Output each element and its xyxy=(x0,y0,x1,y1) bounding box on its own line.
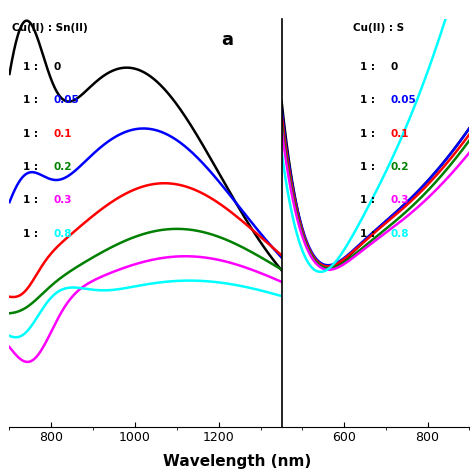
Text: 0.2: 0.2 xyxy=(53,162,72,172)
Text: 0.3: 0.3 xyxy=(391,195,409,205)
Text: a: a xyxy=(222,31,234,49)
Text: 1 :: 1 : xyxy=(23,95,38,105)
Text: Wavelength (nm): Wavelength (nm) xyxy=(163,454,311,469)
Text: 1 :: 1 : xyxy=(23,128,38,138)
Text: 0.1: 0.1 xyxy=(391,128,409,138)
Text: 0.8: 0.8 xyxy=(53,229,72,239)
Text: Cu(II) : S: Cu(II) : S xyxy=(353,23,404,33)
Text: 1 :: 1 : xyxy=(360,195,375,205)
Text: 0.05: 0.05 xyxy=(391,95,416,105)
Text: 0: 0 xyxy=(53,62,60,72)
Text: 1 :: 1 : xyxy=(360,62,375,72)
Text: 0.05: 0.05 xyxy=(53,95,79,105)
Text: Cu(II) : Sn(II): Cu(II) : Sn(II) xyxy=(12,23,88,33)
Text: 1 :: 1 : xyxy=(23,195,38,205)
Text: 1 :: 1 : xyxy=(360,162,375,172)
Text: 0: 0 xyxy=(391,62,398,72)
Text: 1 :: 1 : xyxy=(360,128,375,138)
Text: 0.1: 0.1 xyxy=(53,128,72,138)
Text: 1 :: 1 : xyxy=(360,229,375,239)
Text: 1 :: 1 : xyxy=(23,62,38,72)
Text: 1 :: 1 : xyxy=(23,229,38,239)
Text: 0.2: 0.2 xyxy=(391,162,409,172)
Text: 1 :: 1 : xyxy=(23,162,38,172)
Text: 0.3: 0.3 xyxy=(53,195,72,205)
Text: 1 :: 1 : xyxy=(360,95,375,105)
Text: 0.8: 0.8 xyxy=(391,229,409,239)
